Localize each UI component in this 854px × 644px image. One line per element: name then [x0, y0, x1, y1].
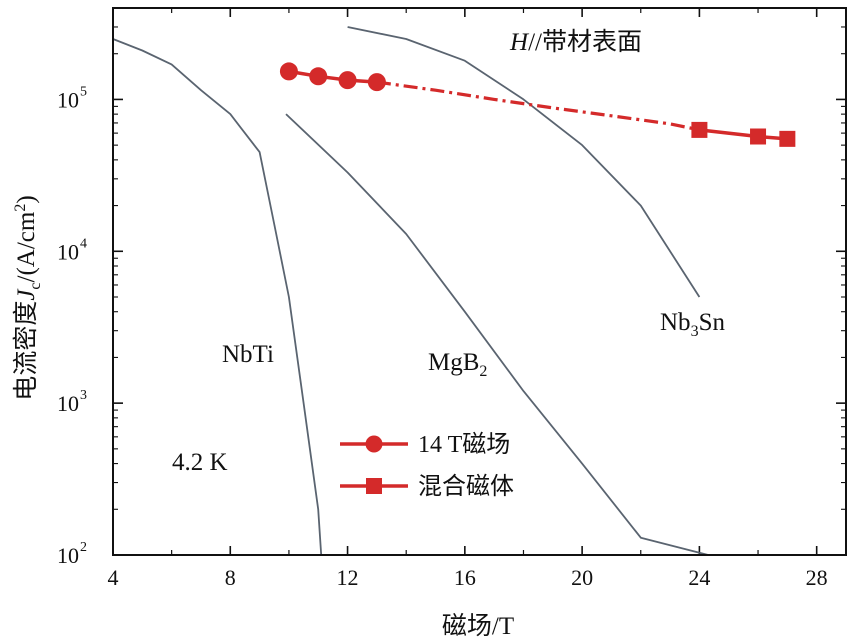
curve-label-mgb2: MgB2 — [428, 349, 487, 380]
x-tick-label: 20 — [571, 565, 593, 590]
y-tick-label: 10 — [57, 391, 79, 416]
x-tick-label: 24 — [688, 565, 710, 590]
series-layer — [112, 26, 796, 556]
y-tick-label-exp: 5 — [80, 84, 87, 99]
data-point-circle — [367, 73, 386, 92]
legend-marker-circle — [365, 435, 383, 453]
legend-marker-square — [366, 478, 382, 494]
y-tick-label: 10 — [57, 87, 79, 112]
data-point-circle — [309, 67, 328, 86]
curve-label-mgb2-sub: 2 — [479, 363, 487, 380]
data-point-square — [779, 130, 796, 147]
annotation-title: H//带材表面 — [509, 28, 642, 56]
plot-frame — [112, 7, 847, 556]
curve-label-nb3sn-after: Sn — [699, 309, 726, 336]
red-square-series-line — [699, 128, 788, 141]
x-tick-label: 16 — [454, 565, 476, 590]
y-axis-label: 电流密度Jc/(A/cm2) — [12, 195, 44, 400]
annotation-title-rest: //带材表面 — [528, 28, 642, 56]
gray-series-line — [285, 113, 709, 556]
x-axis-label: 磁场/T — [442, 612, 514, 640]
red-circle-series-line — [288, 69, 378, 84]
y-tick-label-exp: 3 — [80, 388, 87, 403]
data-point-circle — [338, 71, 357, 90]
data-point-square — [691, 121, 708, 138]
annotation-title-italic: H — [509, 29, 530, 56]
curve-label-nbti: NbTi — [222, 341, 274, 368]
y-tick-label-exp: 2 — [80, 540, 87, 555]
x-tick-label: 28 — [806, 565, 828, 590]
legend-label-circle: 14 T磁场 — [418, 431, 510, 458]
x-tick-label: 12 — [337, 565, 359, 590]
data-point-circle — [279, 62, 298, 81]
temperature-label: 4.2 K — [172, 449, 228, 476]
curve-label-nb3sn-sub: 3 — [691, 323, 699, 340]
y-tick-label-exp: 4 — [80, 236, 87, 251]
x-tick-label: 4 — [108, 565, 119, 590]
x-tick-label: 8 — [225, 565, 236, 590]
curve-label-nb3sn: Nb3Sn — [660, 309, 725, 340]
legend-label-square: 混合磁体 — [418, 473, 514, 500]
legend: 14 T磁场 混合磁体 — [340, 431, 514, 500]
gray-series-line — [112, 38, 323, 556]
y-tick-label: 10 — [57, 543, 79, 568]
data-point-square — [750, 128, 767, 145]
gray-series-line — [347, 26, 701, 298]
y-tick-label: 10 — [57, 239, 79, 264]
red-dashdot-series-line — [376, 80, 700, 132]
